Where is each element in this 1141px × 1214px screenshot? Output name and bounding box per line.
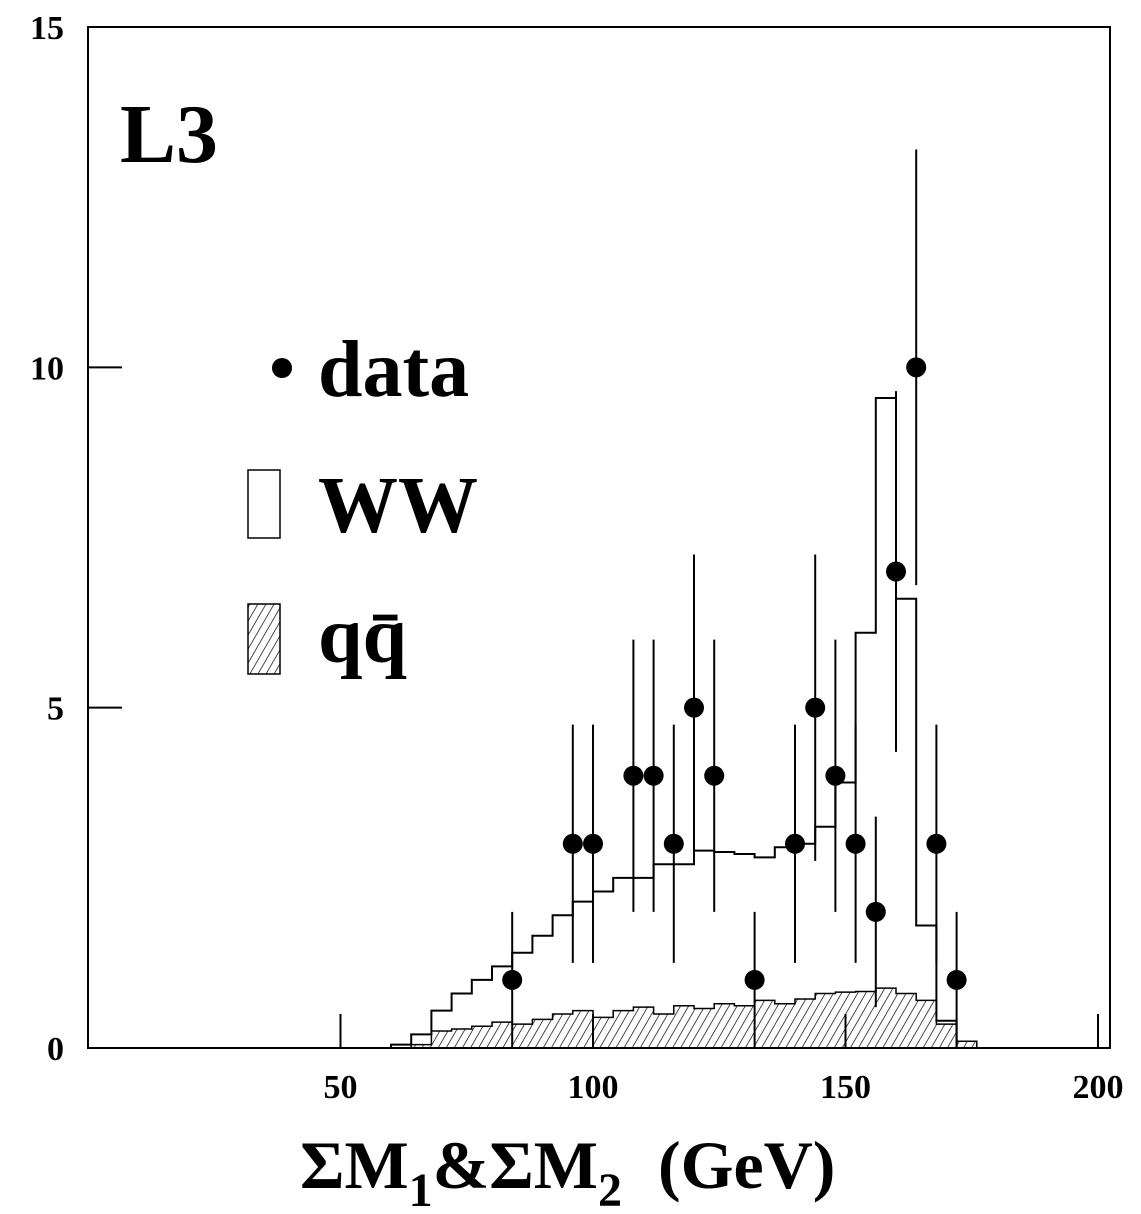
- plot-frame: [87, 26, 1111, 1049]
- data-point: [583, 833, 603, 854]
- qq-histogram: [391, 987, 978, 1049]
- legend-data-marker: [272, 358, 292, 378]
- legend-qq-marker: [247, 603, 281, 675]
- data-point: [704, 765, 725, 786]
- x-tick-label: 100: [568, 1069, 619, 1106]
- x-tick-label: 50: [324, 1069, 358, 1106]
- legend-ww-marker: [247, 469, 281, 539]
- data-point: [502, 969, 523, 990]
- x-axis-title: ΣM1&ΣM2 (GeV): [300, 1127, 835, 1214]
- ww-histogram: [390, 396, 977, 1049]
- data-point: [886, 561, 906, 582]
- data-point: [744, 969, 765, 990]
- data-point: [865, 901, 886, 922]
- legend-qq-label: qq̄: [318, 592, 407, 680]
- data-point: [825, 765, 846, 786]
- data-point: [845, 833, 866, 854]
- ww-histogram-line: [390, 396, 977, 1049]
- y-tick-label: 0: [47, 1031, 64, 1068]
- legend-data-label: data: [318, 326, 469, 414]
- data-point: [663, 833, 684, 854]
- data-point: [623, 765, 644, 786]
- data-point: [805, 697, 826, 718]
- y-tick-label: 10: [30, 350, 64, 387]
- data-point: [926, 833, 947, 854]
- axis-ticks: 50 100 150 200 0 5 10 15: [30, 10, 1124, 1106]
- qq-histogram-area: [391, 987, 978, 1049]
- experiment-label: L3: [120, 88, 218, 181]
- x-tick-label: 150: [820, 1069, 871, 1106]
- legend: data WW qq̄: [247, 326, 478, 680]
- data-point: [785, 833, 805, 854]
- data-point: [643, 765, 664, 786]
- data-point: [946, 969, 967, 990]
- data-point: [906, 357, 927, 378]
- data-points: [502, 149, 967, 1048]
- data-point: [562, 833, 583, 854]
- legend-ww-label: WW: [318, 462, 478, 550]
- y-tick-label: 15: [30, 10, 64, 47]
- x-tick-label: 200: [1073, 1069, 1124, 1106]
- y-tick-label: 5: [47, 691, 64, 728]
- data-point: [684, 697, 704, 718]
